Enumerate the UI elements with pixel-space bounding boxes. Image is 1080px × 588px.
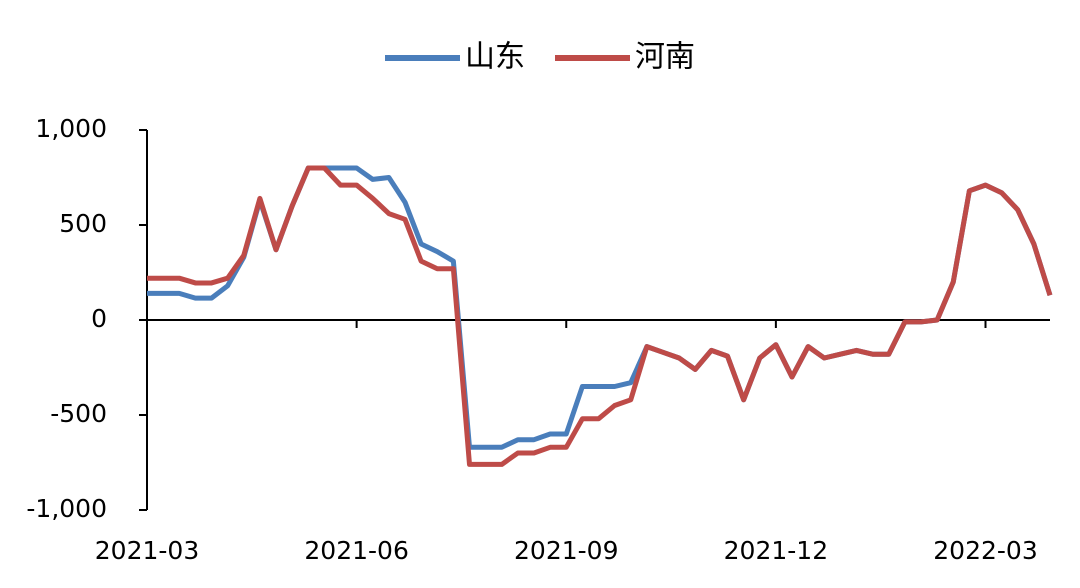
y-tick-label: 0 [91, 304, 107, 333]
x-tick-label: 2021-09 [514, 536, 618, 565]
y-tick-label: -500 [50, 399, 107, 428]
x-tick-label: 2021-12 [724, 536, 828, 565]
y-tick-label: 500 [59, 209, 107, 238]
x-tick-label: 2021-03 [95, 536, 199, 565]
y-tick-label: -1,000 [26, 494, 107, 523]
x-tick-label: 2022-03 [933, 536, 1037, 565]
legend-label: 山东 [465, 40, 525, 75]
line-series [147, 165, 1053, 450]
legend-label: 河南 [635, 40, 695, 75]
y-tick-label: 1,000 [35, 114, 107, 143]
line-series [147, 165, 1053, 467]
x-tick-label: 2021-06 [304, 536, 408, 565]
